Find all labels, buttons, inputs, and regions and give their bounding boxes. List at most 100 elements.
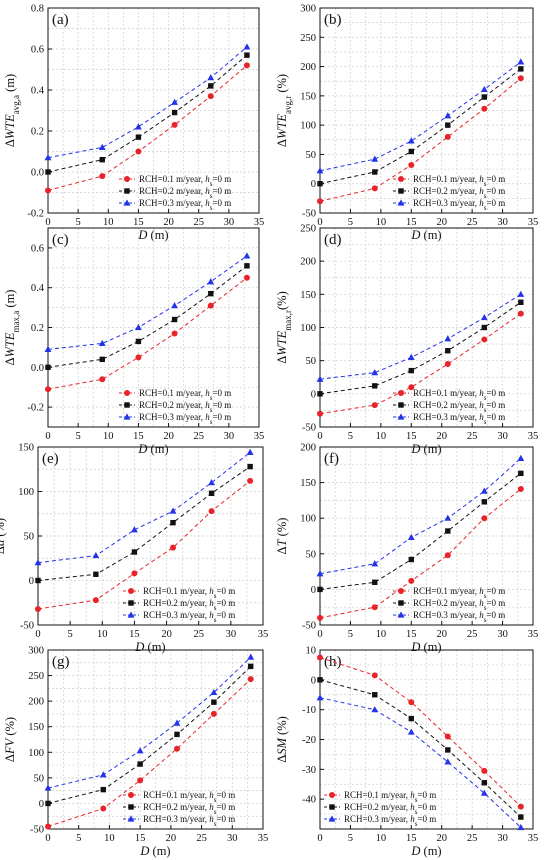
x-tick-label: 25: [467, 217, 478, 228]
data-point: [445, 122, 451, 128]
series-rch-0-1: [45, 676, 254, 830]
data-point: [124, 176, 130, 182]
y-axis-label: ΔWTEavg,r (%): [275, 74, 293, 147]
x-tick-label: 15: [406, 629, 417, 640]
panel-label: (c): [52, 232, 69, 248]
x-tick-label: 5: [76, 431, 81, 442]
data-point: [243, 62, 250, 69]
series-line: [319, 313, 522, 415]
y-tick-label: 150: [28, 722, 44, 733]
data-point: [99, 173, 106, 180]
x-tick-label: 35: [528, 629, 539, 640]
y-tick-label: 150: [300, 290, 316, 301]
y-tick-label: -0.2: [27, 209, 44, 220]
data-point: [98, 339, 106, 347]
x-tick-label: 10: [376, 431, 387, 442]
data-point: [408, 148, 414, 155]
data-point: [317, 391, 323, 397]
data-point: [372, 383, 378, 389]
x-tick-label: 35: [258, 629, 269, 640]
data-point: [371, 402, 378, 409]
data-point: [99, 376, 106, 383]
plot-frame: [47, 7, 260, 214]
y-tick-label: -50: [302, 209, 316, 220]
x-tick-label: 10: [97, 629, 108, 640]
series-line: [319, 679, 522, 818]
series-line: [37, 466, 251, 581]
data-point: [371, 185, 378, 192]
data-point: [244, 263, 250, 269]
data-point: [397, 199, 405, 206]
x-axis-label: D (m): [134, 640, 165, 654]
data-point: [329, 804, 335, 810]
legend-item: RCH=0.2 m/year, hs=0 m: [393, 186, 505, 200]
data-point: [317, 614, 323, 621]
data-point: [244, 52, 250, 58]
legend-item: RCH=0.1 m/year, hs=0 m: [393, 586, 505, 600]
plot-frame: [319, 446, 534, 626]
x-tick-label: 20: [436, 833, 447, 844]
x-tick-label: 15: [133, 431, 144, 442]
data-point: [131, 526, 138, 533]
series-rch-0-3: [316, 290, 525, 382]
data-point: [408, 384, 415, 391]
data-point: [137, 777, 144, 784]
data-point: [517, 310, 524, 317]
x-tick-label: 30: [497, 833, 508, 844]
data-point: [247, 676, 254, 683]
y-tick-label: 0.4: [31, 86, 45, 97]
data-point: [398, 402, 404, 408]
legend-label: RCH=0.1 m/year, hs=0 m: [143, 790, 235, 804]
y-tick-label: 50: [306, 549, 317, 560]
data-point: [371, 369, 379, 376]
data-point: [171, 121, 178, 128]
legend-label: RCH=0.3 m/year, hs=0 m: [143, 610, 235, 624]
x-tick-label: 15: [133, 217, 144, 228]
x-tick-label: 0: [45, 431, 50, 442]
x-tick-label: 20: [436, 431, 447, 442]
legend-label: RCH=0.2 m/year, hs=0 m: [413, 186, 505, 200]
x-tick-label: 20: [436, 217, 447, 228]
data-point: [92, 597, 99, 604]
data-point: [135, 123, 142, 130]
data-point: [371, 155, 379, 162]
y-tick-label: -50: [30, 825, 44, 836]
x-tick-label: 30: [224, 431, 235, 442]
panel-label: (e): [42, 451, 59, 467]
legend-item: RCH=0.2 m/year, hs=0 m: [119, 400, 231, 414]
data-point: [247, 653, 255, 660]
legend-item: RCH=0.2 m/year, hs=0 m: [393, 598, 505, 612]
data-point: [371, 604, 378, 611]
panel-label: (g): [52, 654, 70, 670]
data-point: [135, 323, 142, 331]
legend-item: RCH=0.2 m/year, hs=0 m: [119, 186, 231, 200]
y-axis-label: ΔWTEmax,r(%): [275, 291, 293, 364]
series-line: [47, 666, 252, 804]
series-rch-0-1: [45, 62, 250, 194]
legend-label: RCH=0.1 m/year, hs=0 m: [139, 174, 231, 188]
series-rch-0-1: [317, 654, 524, 810]
data-point: [171, 98, 178, 105]
y-axis-label: ΔWTEavg,a (m): [3, 74, 21, 147]
panel-label: (h): [324, 654, 342, 670]
legend-label: RCH=0.1 m/year, hs=0 m: [413, 174, 505, 188]
x-tick-label: 10: [376, 833, 387, 844]
data-point: [45, 823, 51, 830]
legend-item: RCH=0.1 m/year, hs=0 m: [393, 388, 505, 402]
y-tick-label: 0.6: [31, 243, 44, 254]
series-rch-0-3: [44, 43, 251, 161]
plot-frame: [319, 7, 534, 214]
data-point: [517, 58, 525, 65]
data-point: [171, 109, 178, 116]
y-tick-label: 100: [28, 748, 44, 759]
data-point: [92, 551, 100, 559]
series-line: [37, 480, 251, 610]
y-tick-label: 150: [18, 443, 34, 454]
data-point: [408, 367, 414, 374]
x-tick-label: 0: [317, 217, 322, 228]
series-rch-0-1: [45, 274, 250, 393]
